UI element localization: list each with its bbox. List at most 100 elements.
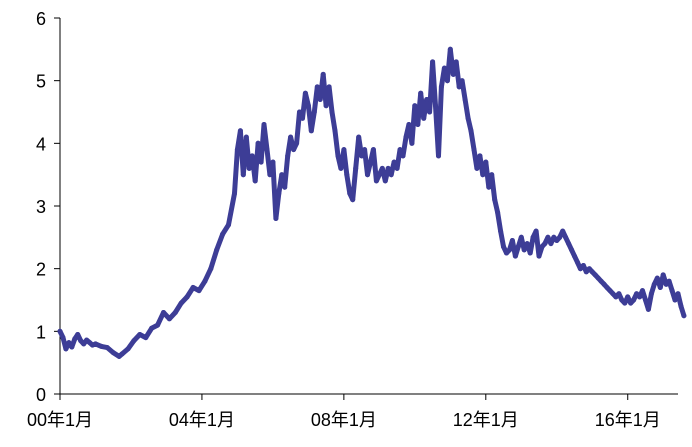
data-point (326, 84, 332, 90)
data-point (436, 153, 441, 159)
data-point (625, 294, 631, 300)
data-point (518, 234, 524, 240)
data-point (433, 103, 438, 109)
x-tick-label: 04年1月 (169, 410, 235, 430)
y-tick-label: 1 (36, 322, 46, 342)
data-point (613, 294, 619, 300)
data-point (172, 310, 178, 315)
data-point (202, 278, 208, 284)
data-point (252, 178, 258, 184)
data-point (232, 191, 237, 196)
data-point (137, 332, 143, 337)
data-point (379, 165, 385, 171)
data-point (545, 234, 551, 240)
data-point (249, 153, 255, 159)
data-point (285, 153, 291, 159)
data-point (450, 71, 456, 77)
data-point (237, 128, 243, 134)
data-point (575, 259, 580, 265)
series-line (57, 46, 687, 359)
data-point (681, 313, 687, 319)
x-tick-label: 12年1月 (453, 410, 519, 430)
data-point (580, 263, 586, 268)
data-point (282, 184, 288, 190)
data-point (294, 140, 300, 146)
data-point (672, 297, 678, 303)
data-point (220, 231, 226, 237)
data-point (314, 84, 320, 90)
data-point (406, 122, 412, 127)
data-point (477, 153, 483, 159)
data-point (214, 247, 220, 253)
data-point (353, 165, 359, 171)
data-point (119, 351, 125, 357)
data-point (338, 165, 344, 171)
data-point (365, 172, 370, 178)
data-point (261, 122, 267, 127)
data-point (566, 241, 572, 247)
data-point (291, 147, 297, 153)
data-point (243, 134, 249, 140)
data-point (305, 103, 311, 109)
y-tick-label: 3 (36, 197, 46, 217)
data-point (483, 159, 489, 165)
data-point (654, 275, 660, 281)
data-point (507, 247, 512, 253)
data-point (640, 288, 645, 294)
data-point (471, 147, 477, 153)
data-point (388, 172, 394, 178)
data-point (616, 291, 622, 297)
data-point (501, 244, 506, 250)
data-point (557, 234, 563, 240)
data-point (382, 178, 388, 184)
data-point (660, 272, 666, 278)
data-point (240, 172, 246, 178)
data-point (323, 103, 329, 109)
data-point (155, 322, 161, 328)
data-point (264, 147, 270, 153)
data-point (143, 335, 149, 341)
data-point (308, 128, 314, 134)
data-point (486, 184, 492, 190)
data-point (302, 90, 308, 96)
data-point (675, 291, 681, 297)
data-point (489, 172, 495, 178)
data-point (63, 346, 69, 352)
data-point (495, 209, 501, 215)
data-point (184, 294, 190, 300)
data-point (415, 122, 421, 127)
data-point (589, 269, 595, 275)
data-point (391, 159, 397, 165)
data-point (631, 297, 637, 303)
data-point (583, 269, 589, 275)
data-point (356, 134, 362, 140)
data-point (551, 234, 557, 240)
data-point (569, 247, 575, 253)
data-point (190, 285, 196, 290)
data-point (554, 238, 560, 243)
data-point (530, 234, 536, 240)
data-point (332, 128, 338, 134)
data-point (273, 216, 279, 221)
data-point (459, 78, 465, 84)
data-point (533, 228, 539, 234)
data-point (69, 344, 75, 350)
data-point (60, 335, 66, 341)
data-point (362, 147, 368, 153)
y-tick-label: 0 (36, 385, 46, 405)
data-point (98, 343, 104, 349)
data-point (430, 59, 436, 65)
data-point (424, 97, 430, 102)
data-point (441, 65, 447, 71)
data-point (512, 253, 518, 259)
data-point (666, 278, 672, 284)
data-point (276, 191, 282, 196)
series-layer (57, 46, 687, 359)
data-point (400, 153, 406, 159)
data-point (622, 300, 628, 306)
data-point (447, 46, 453, 52)
data-point (161, 310, 166, 315)
data-point (368, 159, 373, 165)
data-point (110, 350, 116, 356)
